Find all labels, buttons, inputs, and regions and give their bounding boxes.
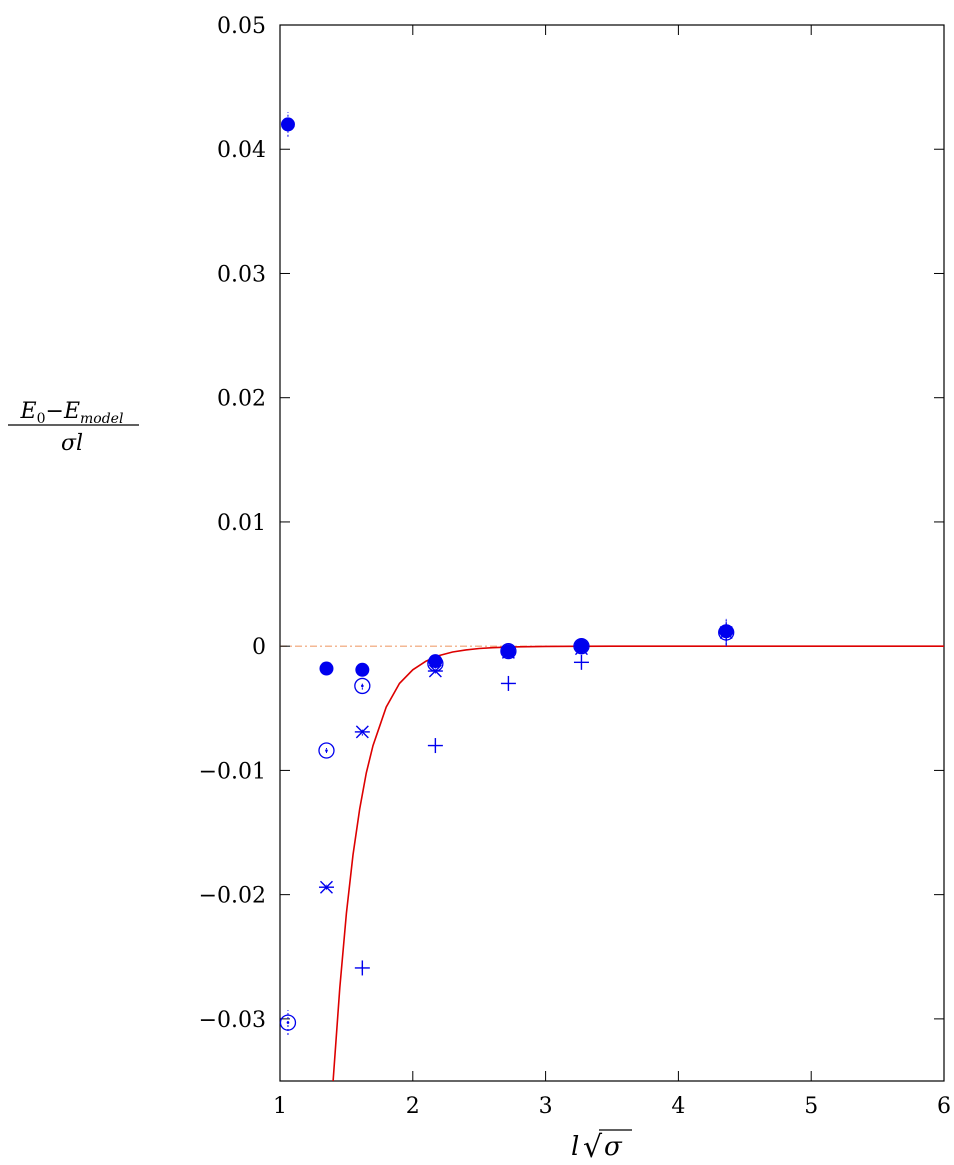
data-point-plus — [354, 960, 370, 976]
data-point-circle-dot — [318, 742, 335, 759]
x-tick-label: 4 — [671, 1094, 685, 1119]
y-tick-label: 0.04 — [217, 138, 266, 163]
x-axis-label: l √ σ — [571, 1129, 632, 1165]
data-point-filled-circle — [355, 662, 370, 677]
plot-frame — [279, 24, 945, 1082]
y-tick-label: 0.02 — [217, 387, 266, 412]
x-tick-label: 6 — [937, 1094, 951, 1119]
data-point-filled-circle — [319, 661, 334, 676]
ylabel-E0: E — [20, 399, 37, 424]
data-point-plus — [500, 675, 516, 691]
axis-ticks — [279, 24, 945, 1081]
data-point-asterisk — [354, 725, 370, 739]
y-tick-label: 0.05 — [217, 14, 266, 39]
svg-text:E0−Emodel: E0−Emodel — [20, 399, 124, 427]
y-tick-label: 0.03 — [217, 262, 266, 287]
svg-text:σl: σl — [61, 431, 83, 456]
svg-text:√: √ — [583, 1130, 603, 1165]
data-point-asterisk — [318, 880, 334, 894]
y-tick-label: −0.01 — [199, 759, 266, 784]
data-point-asterisk — [500, 645, 516, 659]
svg-text:l: l — [571, 1132, 579, 1162]
data-point-plus — [573, 654, 589, 670]
data-point-circle-dot — [354, 677, 371, 695]
y-axis-label: E0−Emodel σl — [8, 399, 139, 456]
data-point-circle-dot — [279, 1010, 297, 1036]
svg-text:σ: σ — [604, 1132, 623, 1162]
x-tick-label: 2 — [406, 1094, 420, 1119]
x-tick-label: 3 — [539, 1094, 553, 1119]
data-point-plus — [427, 738, 443, 754]
fit-curve — [332, 645, 944, 1081]
data-point-asterisk — [427, 664, 443, 678]
data-point-filled-circle — [280, 111, 295, 137]
data-point-plus — [718, 621, 734, 647]
x-tick-label: 1 — [273, 1094, 287, 1119]
y-tick-label: 0 — [252, 635, 266, 660]
y-tick-label: −0.02 — [199, 884, 266, 909]
tick-labels: 1 2 3 4 5 6 −0.03 −0.02 −0.01 0 0.01 0.02 0.03 0.04 0.… — [199, 14, 951, 1119]
y-tick-label: −0.03 — [199, 1008, 266, 1033]
plot-area — [279, 24, 945, 1082]
data-point-asterisk — [573, 642, 589, 656]
y-tick-label: 0.01 — [217, 511, 266, 536]
x-tick-label: 5 — [804, 1094, 818, 1119]
data-markers — [279, 111, 735, 1036]
